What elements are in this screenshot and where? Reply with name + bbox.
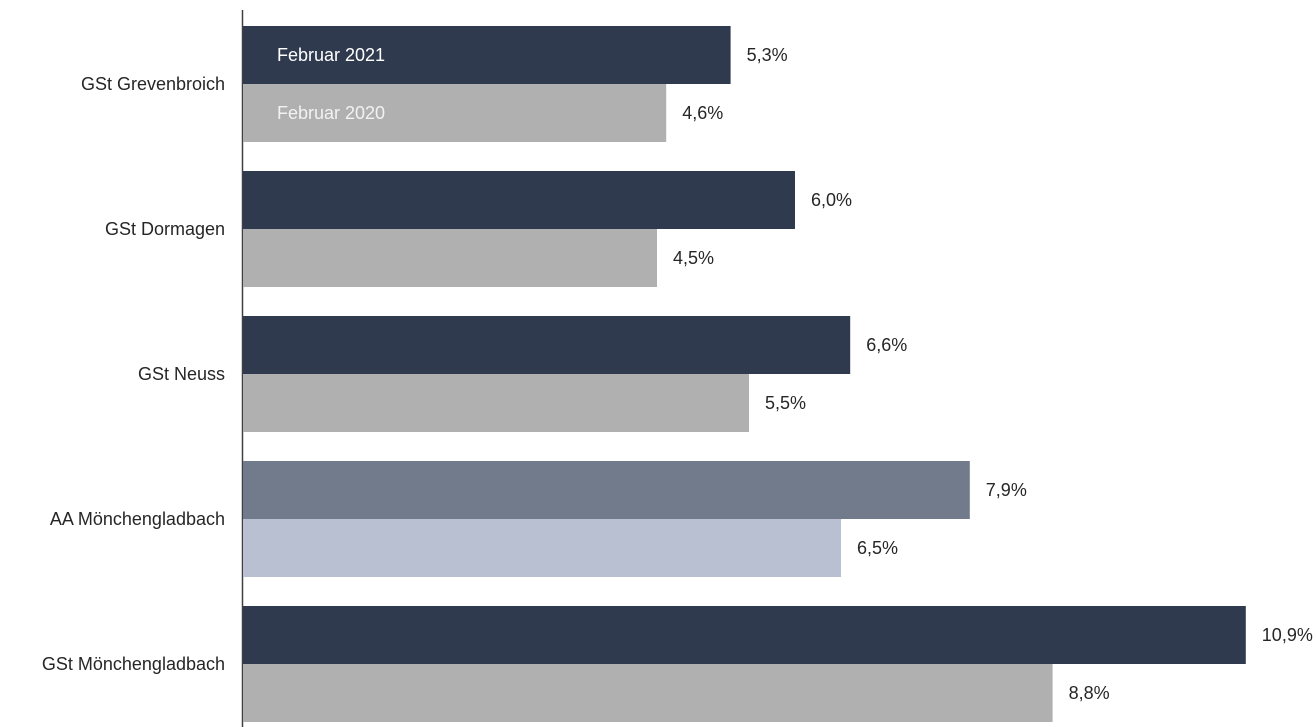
bar-series2 bbox=[243, 84, 667, 142]
data-label: 4,5% bbox=[673, 248, 714, 268]
bar-series2 bbox=[243, 229, 657, 287]
category-label: GSt Grevenbroich bbox=[81, 74, 225, 94]
category-label: GSt Neuss bbox=[138, 364, 225, 384]
data-label: 4,6% bbox=[682, 103, 723, 123]
data-label: 5,3% bbox=[747, 45, 788, 65]
legend-label: Februar 2020 bbox=[277, 103, 385, 123]
bar-series2 bbox=[243, 664, 1053, 722]
category-label: GSt Mönchengladbach bbox=[42, 654, 225, 674]
bar-series2 bbox=[243, 519, 841, 577]
legend-label: Februar 2021 bbox=[277, 45, 385, 65]
bars-layer: GSt Grevenbroich 5,3% Februar 2021 4,6% Febr… bbox=[42, 26, 1313, 722]
data-label: 7,9% bbox=[986, 480, 1027, 500]
bar-series1 bbox=[243, 606, 1246, 664]
bar-series2 bbox=[243, 374, 749, 432]
bar-series1 bbox=[243, 26, 731, 84]
data-label: 8,8% bbox=[1069, 683, 1110, 703]
category-label: AA Mönchengladbach bbox=[50, 509, 225, 529]
data-label: 6,6% bbox=[866, 335, 907, 355]
data-label: 10,9% bbox=[1262, 625, 1313, 645]
data-label: 6,0% bbox=[811, 190, 852, 210]
category-label: GSt Dormagen bbox=[105, 219, 225, 239]
bar-series1 bbox=[243, 316, 851, 374]
bar-series1 bbox=[243, 171, 795, 229]
bar-series1 bbox=[243, 461, 970, 519]
data-label: 5,5% bbox=[765, 393, 806, 413]
data-label: 6,5% bbox=[857, 538, 898, 558]
